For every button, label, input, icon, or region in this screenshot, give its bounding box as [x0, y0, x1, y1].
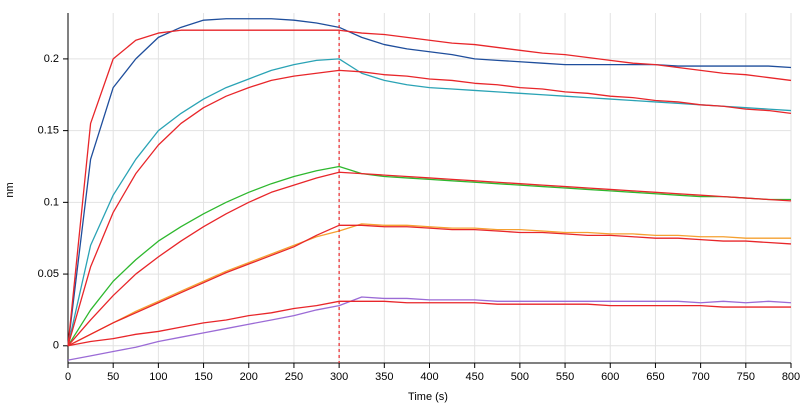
x-tick-label: 350 — [375, 371, 393, 383]
series-line — [67, 18, 792, 346]
x-tick-label: 100 — [149, 371, 167, 383]
x-tick-label: 300 — [330, 371, 348, 383]
series-line — [67, 29, 792, 346]
x-tick-label: 550 — [556, 371, 574, 383]
x-tick-label: 250 — [285, 371, 303, 383]
x-tick-label: 0 — [65, 371, 71, 383]
series-line — [67, 69, 792, 346]
x-tick-label: 400 — [420, 371, 438, 383]
x-tick-label: 200 — [240, 371, 258, 383]
series-line — [67, 223, 791, 347]
series-line — [67, 171, 792, 347]
y-axis-label: nm — [4, 182, 16, 197]
series-line — [67, 224, 792, 347]
x-tick-label: 50 — [107, 371, 119, 383]
series-line — [67, 300, 791, 347]
x-tick-label: 750 — [737, 371, 755, 383]
x-tick-label: 800 — [782, 371, 800, 383]
x-tick-label: 650 — [646, 371, 664, 383]
x-tick-label: 600 — [601, 371, 619, 383]
x-tick-label: 700 — [691, 371, 709, 383]
series-line — [67, 296, 792, 361]
y-tick-label: 0.15 — [38, 125, 59, 137]
x-axis-label: Time (s) — [408, 391, 448, 403]
series-line — [67, 58, 792, 346]
y-tick-label: 0.05 — [38, 268, 59, 280]
x-tick-label: 150 — [194, 371, 212, 383]
series-line — [67, 165, 791, 347]
y-tick-label: 0 — [53, 340, 59, 352]
y-tick-label: 0.1 — [44, 196, 59, 208]
y-tick-label: 0.2 — [44, 53, 59, 65]
x-tick-label: 500 — [511, 371, 529, 383]
x-tick-label: 450 — [466, 371, 484, 383]
